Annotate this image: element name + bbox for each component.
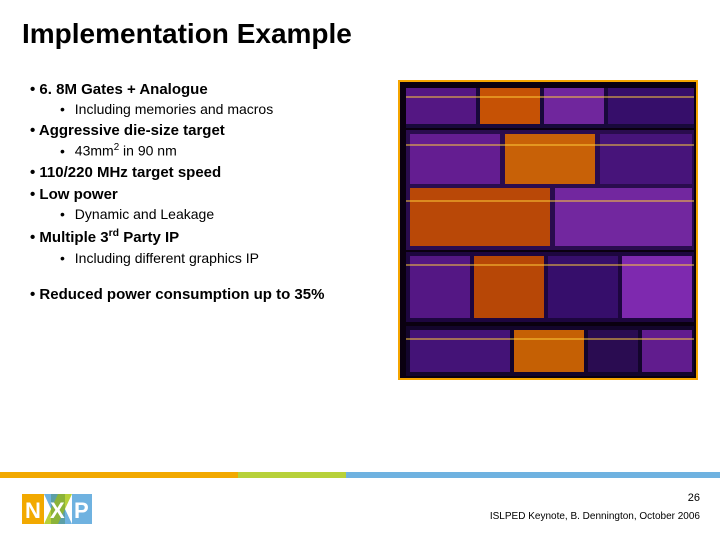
die-block (406, 88, 476, 124)
die-shot-image (398, 80, 698, 380)
page-number: 26 (688, 492, 700, 504)
bullet-reduced-power: Reduced power consumption up to 35% (30, 285, 390, 305)
die-stripe (406, 96, 694, 98)
svg-text:X: X (50, 498, 65, 523)
die-block (410, 330, 510, 372)
die-stripe (406, 200, 694, 202)
bullet-speed: 110/220 MHz target speed (30, 163, 390, 183)
bar-segment-orange (0, 472, 238, 478)
die-block (600, 134, 692, 184)
die-block (608, 88, 694, 124)
die-block (410, 134, 500, 184)
die-block (480, 88, 540, 124)
bullet-3rdparty: Multiple 3rd Party IP Including differen… (30, 226, 390, 267)
bullet-list: 6. 8M Gates + Analogue Including memorie… (30, 80, 390, 380)
die-block (410, 188, 550, 246)
die-stripe (406, 264, 694, 266)
sub-dynamic-leakage: Dynamic and Leakage (60, 205, 390, 224)
die-block (544, 88, 604, 124)
die-block (505, 134, 595, 184)
die-block (555, 188, 692, 246)
die-block (588, 330, 638, 372)
footer-color-bar (0, 472, 720, 478)
bar-segment-green (238, 472, 346, 478)
die-block (642, 330, 692, 372)
sub-graphics-ip: Including different graphics IP (60, 249, 390, 268)
svg-text:P: P (74, 498, 89, 523)
nxp-logo: N X P (22, 492, 92, 526)
sub-memories: Including memories and macros (60, 100, 390, 119)
die-block (514, 330, 584, 372)
content-area: 6. 8M Gates + Analogue Including memorie… (0, 50, 720, 380)
footer-citation: ISLPED Keynote, B. Dennington, October 2… (490, 511, 700, 522)
bar-segment-blue (346, 472, 720, 478)
bullet-gates: 6. 8M Gates + Analogue Including memorie… (30, 80, 390, 119)
bullet-lowpower: Low power Dynamic and Leakage (30, 185, 390, 224)
svg-text:N: N (25, 498, 41, 523)
die-stripe (406, 338, 694, 340)
die-stripe (406, 144, 694, 146)
slide-title: Implementation Example (0, 0, 720, 50)
bullet-diesize: Aggressive die-size target 43mm2 in 90 n… (30, 121, 390, 161)
sub-43mm: 43mm2 in 90 nm (60, 141, 390, 161)
